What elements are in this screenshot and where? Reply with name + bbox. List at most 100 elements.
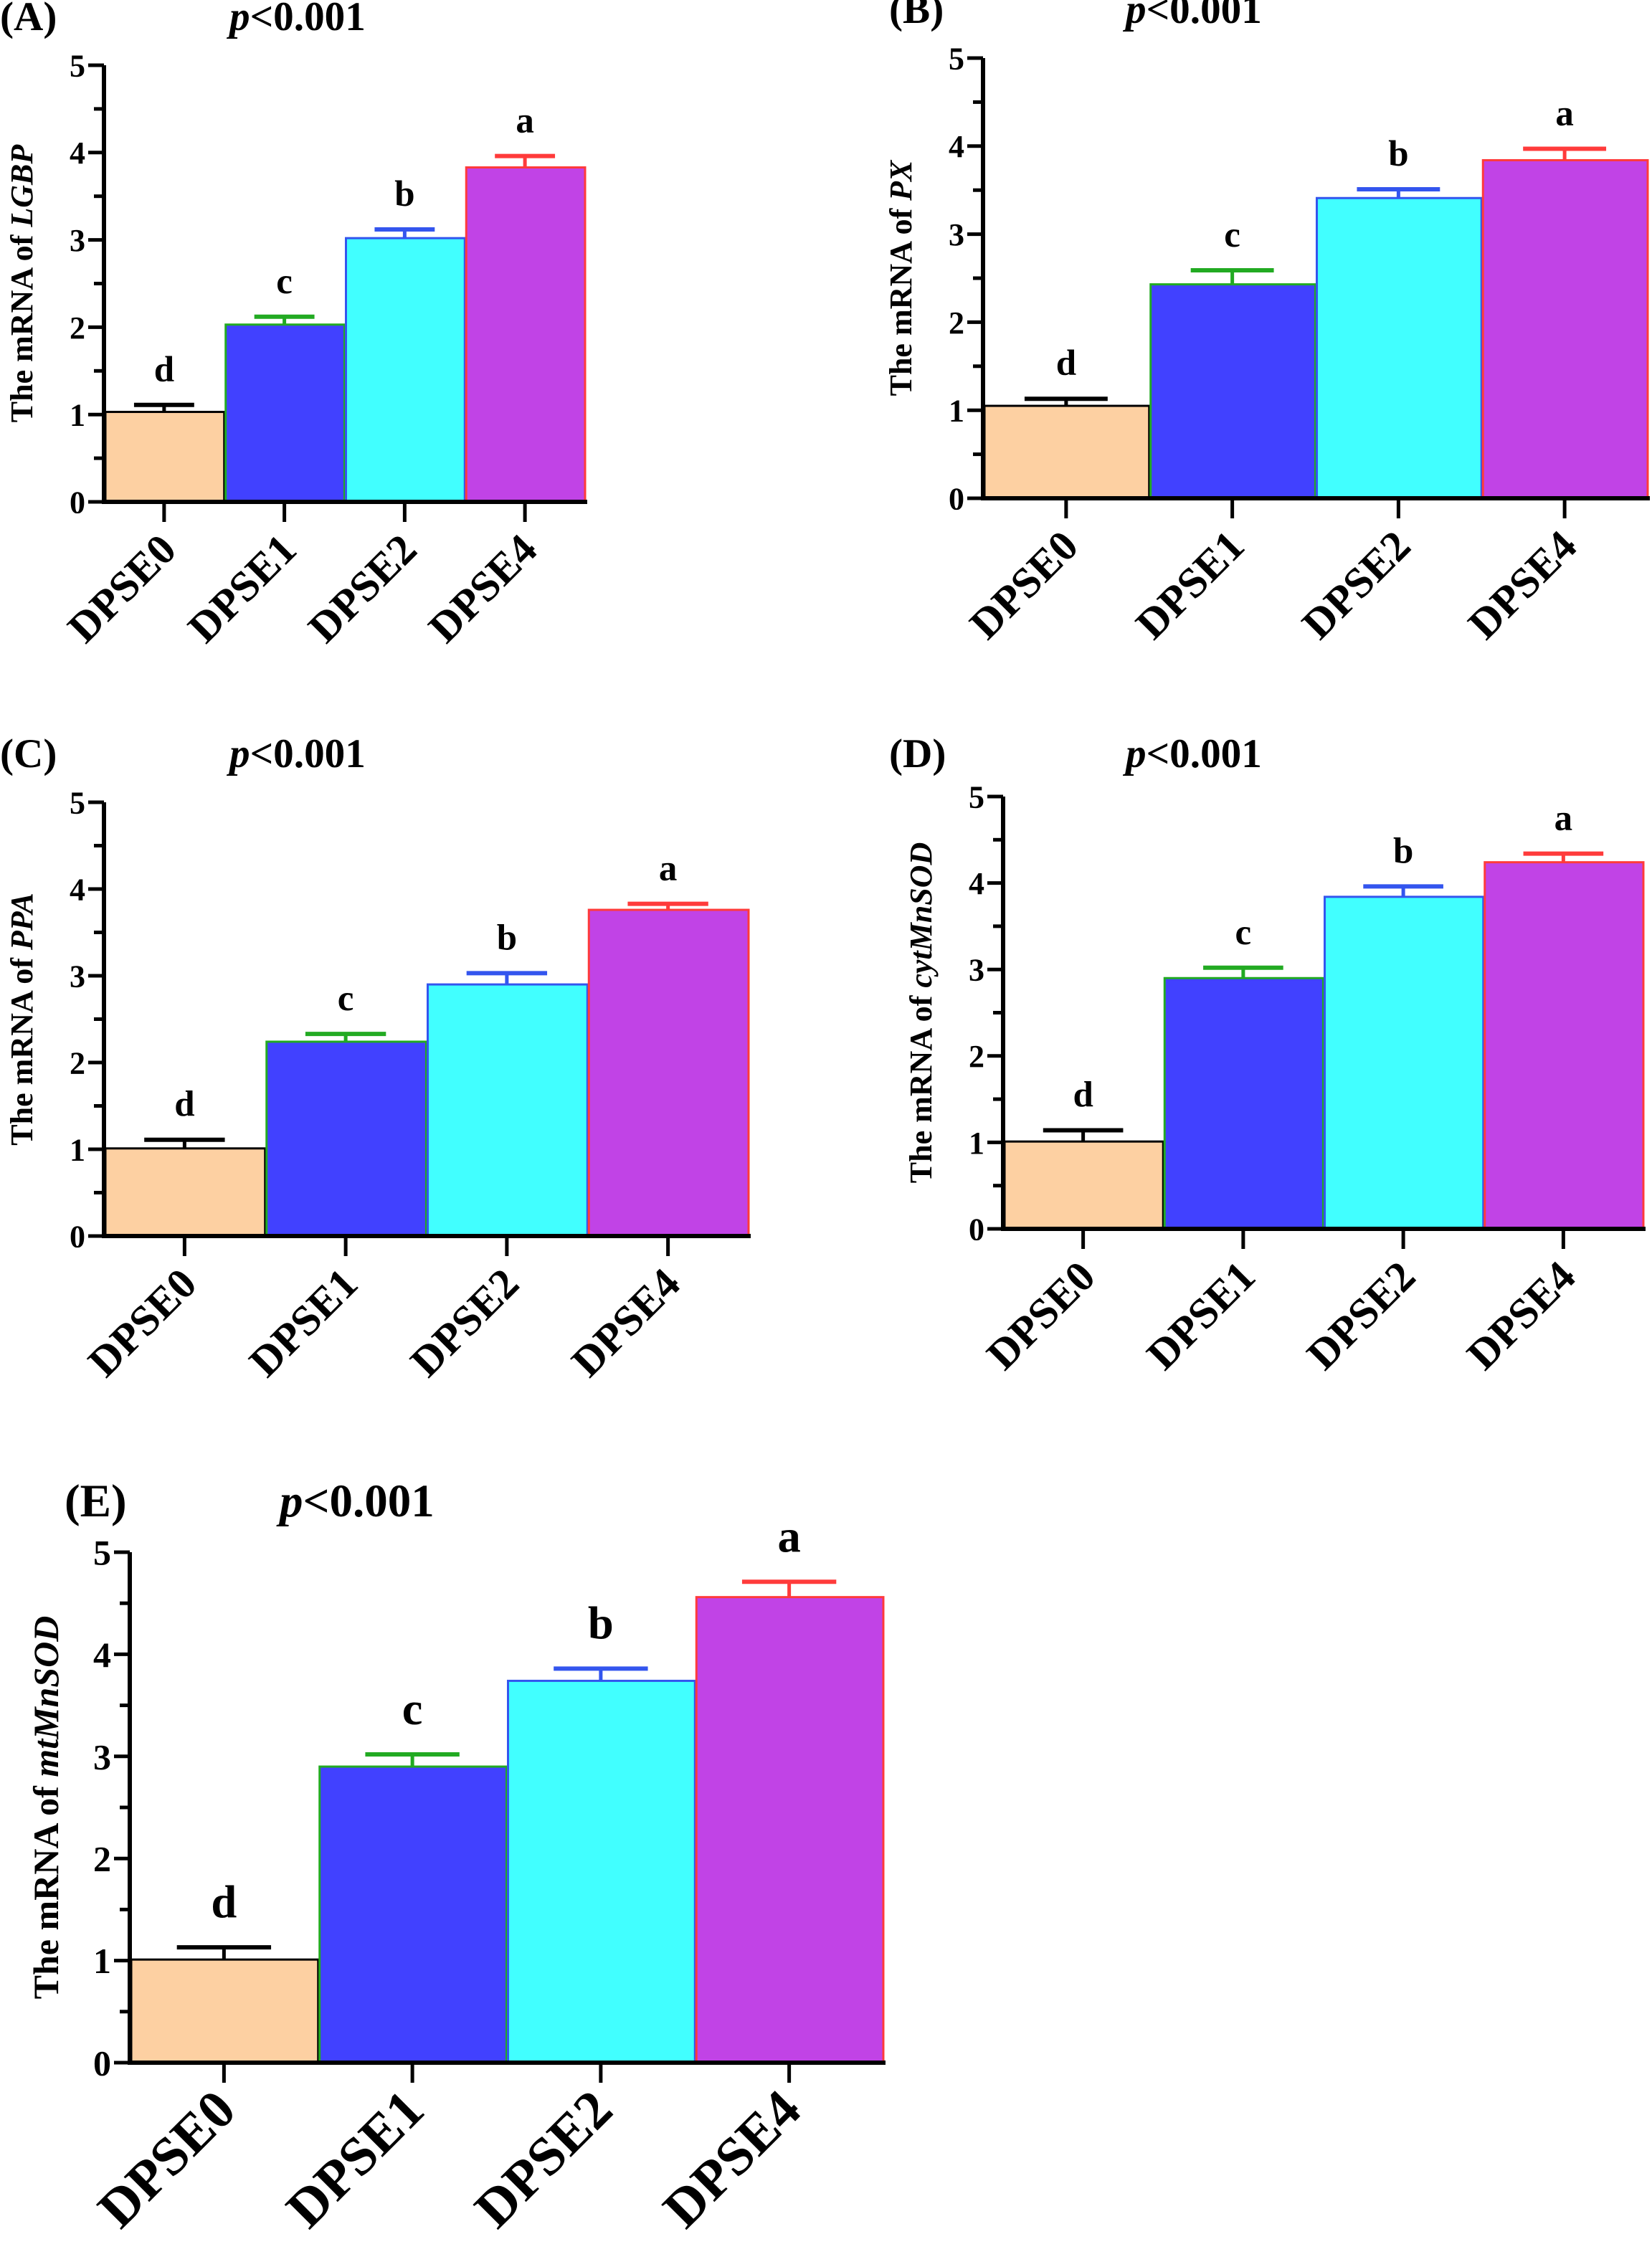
bar-dpse0 bbox=[104, 1147, 267, 1237]
p-value-p: p bbox=[226, 0, 250, 39]
significance-letter: b bbox=[394, 174, 414, 214]
p-value-threshold: <0.001 bbox=[1147, 731, 1262, 776]
x-tick-label: DPSE4 bbox=[1459, 522, 1585, 648]
significance-letter: c bbox=[338, 979, 354, 1019]
panel-label: (B) bbox=[889, 0, 944, 32]
significance-letter: b bbox=[1388, 134, 1408, 174]
significance-letter: a bbox=[659, 849, 678, 889]
y-tick-label: 1 bbox=[93, 1941, 111, 1981]
y-tick-label: 5 bbox=[969, 779, 984, 814]
panel-label: (D) bbox=[889, 731, 946, 776]
y-tick-label: 2 bbox=[70, 310, 85, 346]
y-tick-label: 1 bbox=[949, 394, 964, 429]
bar-dpse4 bbox=[695, 1596, 885, 2064]
bar-dpse4 bbox=[1484, 861, 1645, 1230]
significance-letter: c bbox=[402, 1683, 423, 1734]
y-tick-label: 3 bbox=[93, 1736, 111, 1777]
x-tick-label: DPSE4 bbox=[1458, 1253, 1584, 1379]
x-tick-label: DPSE1 bbox=[1138, 1253, 1264, 1379]
x-tick-label: DPSE4 bbox=[652, 2079, 812, 2240]
panel-c: (C) p<0.001 The mRNA of PPA d DPSE0 c DPSE1 b DP… bbox=[0, 731, 751, 1386]
y-tick-label: 4 bbox=[70, 872, 85, 907]
y-tick-label: 2 bbox=[949, 305, 964, 341]
y-axis-label-gene: PX bbox=[883, 159, 918, 201]
bar-dpse0 bbox=[104, 411, 226, 503]
significance-letter: c bbox=[276, 262, 293, 302]
y-tick-label: 1 bbox=[70, 398, 85, 433]
y-axis-label: The mRNA of PX bbox=[883, 159, 918, 396]
panel-label: (A) bbox=[0, 0, 57, 39]
significance-letter: c bbox=[1224, 215, 1240, 255]
y-tick-label: 3 bbox=[70, 223, 85, 258]
bar-dpse2 bbox=[1324, 895, 1485, 1230]
y-tick-label: 2 bbox=[969, 1039, 984, 1074]
panel-a: (A) p<0.001 The mRNA of LGBP d DPSE0 c DPSE1 b D… bbox=[0, 0, 587, 652]
panel-e: (E) p<0.001 The mRNA of mtMnSOD d DPSE0 c DPSE… bbox=[26, 1475, 886, 2239]
significance-letter: d bbox=[1056, 343, 1076, 384]
y-tick-label: 1 bbox=[70, 1132, 85, 1167]
y-tick-label: 0 bbox=[949, 481, 964, 516]
significance-letter: b bbox=[588, 1597, 614, 1649]
significance-letter: a bbox=[1555, 93, 1574, 133]
p-value-label: p<0.001 bbox=[226, 731, 366, 776]
y-axis-label-prefix: The mRNA of bbox=[903, 988, 939, 1184]
y-tick-label: 5 bbox=[70, 48, 85, 83]
significance-letter: d bbox=[154, 350, 174, 390]
y-tick-label: 4 bbox=[949, 129, 964, 164]
y-tick-label: 5 bbox=[70, 785, 85, 820]
p-value-threshold: <0.001 bbox=[250, 0, 366, 39]
panel-label: (C) bbox=[0, 731, 57, 776]
significance-letter: b bbox=[497, 918, 517, 958]
x-tick-label: DPSE2 bbox=[463, 2079, 624, 2240]
x-tick-label: DPSE2 bbox=[1293, 522, 1419, 648]
bar-dpse2 bbox=[345, 237, 466, 503]
y-tick-label: 0 bbox=[93, 2043, 111, 2083]
p-value-label: p<0.001 bbox=[1122, 0, 1262, 32]
p-value-threshold: <0.001 bbox=[250, 731, 366, 776]
y-tick-label: 4 bbox=[93, 1635, 111, 1675]
y-tick-label: 0 bbox=[969, 1212, 984, 1247]
bar-dpse4 bbox=[1481, 158, 1649, 500]
y-axis-label: The mRNA of cytMnSOD bbox=[903, 842, 939, 1183]
p-value-label: p<0.001 bbox=[226, 0, 366, 39]
p-value-label: p<0.001 bbox=[276, 1475, 435, 1527]
x-tick-label: DPSE0 bbox=[87, 2079, 247, 2240]
bar-dpse0 bbox=[130, 1958, 320, 2064]
bar-dpse1 bbox=[1163, 976, 1324, 1230]
x-tick-label: DPSE0 bbox=[961, 522, 1087, 648]
bar-dpse2 bbox=[1316, 196, 1483, 500]
p-value-label: p<0.001 bbox=[1122, 731, 1262, 776]
y-tick-label: 5 bbox=[949, 41, 964, 76]
significance-letter: c bbox=[1235, 913, 1252, 953]
p-value-p: p bbox=[276, 1475, 303, 1527]
x-tick-label: DPSE1 bbox=[275, 2079, 436, 2240]
y-tick-label: 2 bbox=[93, 1839, 111, 1879]
bar-dpse0 bbox=[983, 404, 1151, 500]
bar-dpse1 bbox=[1149, 283, 1316, 500]
significance-letter: d bbox=[1073, 1075, 1093, 1116]
p-value-threshold: <0.001 bbox=[303, 1475, 435, 1527]
x-tick-label: DPSE2 bbox=[402, 1260, 528, 1386]
y-tick-label: 0 bbox=[70, 485, 85, 520]
bar-dpse0 bbox=[1003, 1140, 1164, 1230]
p-value-p: p bbox=[1122, 731, 1147, 776]
x-tick-label: DPSE2 bbox=[1298, 1253, 1424, 1379]
y-axis-label-gene: PPA bbox=[4, 893, 39, 951]
x-tick-label: DPSE4 bbox=[562, 1260, 688, 1386]
y-axis-label-prefix: The mRNA of bbox=[883, 201, 918, 396]
y-axis-label-gene: LGBP bbox=[4, 144, 39, 228]
p-value-p: p bbox=[226, 731, 250, 776]
significance-letter: a bbox=[516, 101, 534, 141]
y-tick-label: 1 bbox=[969, 1126, 984, 1161]
panel-label: (E) bbox=[65, 1475, 127, 1527]
bar-dpse4 bbox=[465, 166, 587, 503]
y-tick-label: 3 bbox=[969, 953, 984, 988]
significance-letter: d bbox=[211, 1876, 237, 1927]
bar-dpse1 bbox=[265, 1040, 427, 1237]
bar-dpse2 bbox=[427, 983, 589, 1237]
x-tick-label: DPSE1 bbox=[1126, 522, 1253, 648]
p-value-p: p bbox=[1122, 0, 1147, 32]
y-axis-label-prefix: The mRNA of bbox=[26, 1777, 66, 2000]
significance-letter: b bbox=[1393, 831, 1413, 871]
x-tick-label: DPSE4 bbox=[419, 526, 546, 652]
